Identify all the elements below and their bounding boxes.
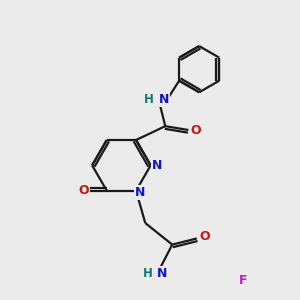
Text: N: N: [159, 94, 169, 106]
Text: H: H: [143, 267, 152, 280]
Text: N: N: [152, 159, 162, 172]
Text: N: N: [135, 186, 145, 199]
Text: O: O: [199, 230, 210, 243]
Text: O: O: [191, 124, 201, 136]
Text: N: N: [157, 267, 167, 280]
Text: O: O: [78, 184, 89, 197]
Text: F: F: [238, 274, 247, 286]
Text: H: H: [143, 94, 153, 106]
